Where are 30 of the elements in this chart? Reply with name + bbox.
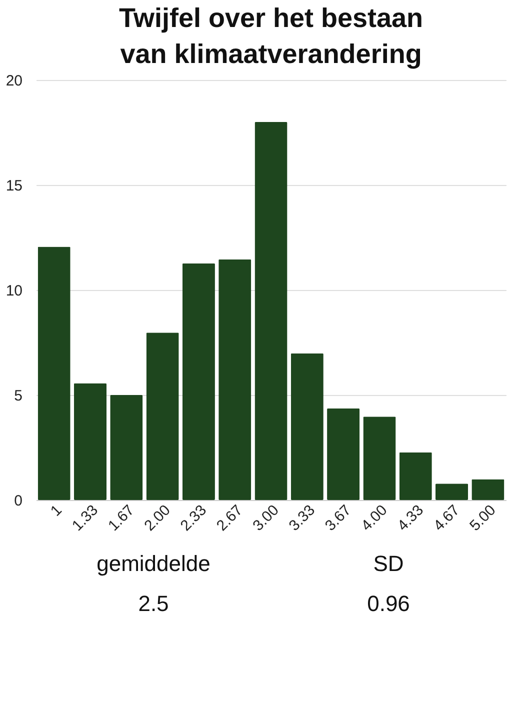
text: gemiddelde: [96, 551, 210, 576]
x-tick-label: 3.33: [286, 502, 318, 534]
y-tick-label: 15: [6, 178, 22, 194]
bar: [254, 122, 288, 500]
bar: [363, 416, 396, 500]
y-tick-label: 0: [14, 492, 22, 510]
x-tick-label: 2.00: [141, 502, 174, 534]
x-tick-label: 4.33: [394, 502, 427, 534]
bar: [110, 395, 143, 500]
x-tick-label: 1: [47, 502, 66, 520]
bar: [472, 479, 504, 500]
x-tick-label: 4.00: [358, 502, 391, 534]
bar: [182, 263, 215, 500]
bar: [327, 408, 360, 500]
bar: [290, 353, 324, 500]
bar: [146, 332, 179, 500]
bar: [436, 484, 468, 500]
x-tick-label: 3.00: [250, 502, 282, 534]
bar: [399, 452, 432, 500]
y-tick-label: 20: [6, 72, 22, 90]
x-tick-label: 5.00: [466, 502, 500, 534]
bar: [74, 383, 106, 500]
y-tick-label: 5: [14, 388, 22, 404]
bar: [38, 246, 70, 500]
y-tick-label: 10: [6, 282, 22, 300]
text: SD: [373, 551, 404, 576]
chart-title: Twijfel over het bestaan van klimaatverandering: [118, 3, 424, 69]
text: 2.5: [138, 591, 169, 616]
text: 0.96: [367, 591, 410, 616]
bar: [218, 259, 252, 500]
